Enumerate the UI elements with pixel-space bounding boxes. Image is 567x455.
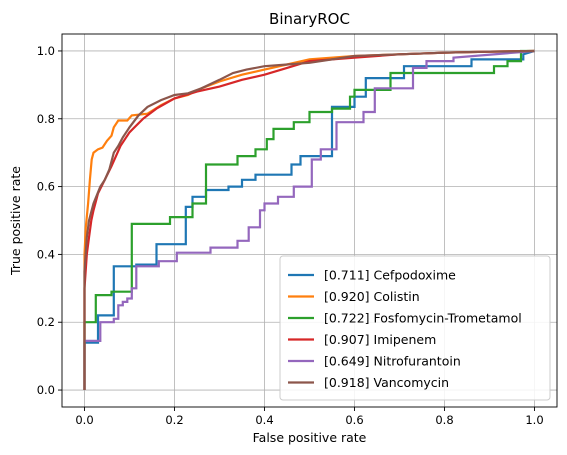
x-tick-label: 0.0 bbox=[75, 413, 93, 427]
legend-entry: [0.920] Colistin bbox=[288, 289, 420, 304]
legend-label: [0.722] Fosfomycin-Trometamol bbox=[324, 311, 522, 326]
y-axis-ticks: 0.0 0.2 0.4 0.6 0.8 1.0 bbox=[37, 44, 62, 397]
legend-label: [0.920] Colistin bbox=[324, 289, 420, 304]
series-lines bbox=[83, 49, 535, 390]
y-tick-label: 0.4 bbox=[37, 247, 55, 261]
series-line-4 bbox=[83, 49, 535, 390]
y-tick-label: 0.6 bbox=[37, 180, 55, 194]
x-tick-label: 0.8 bbox=[435, 413, 453, 427]
series-line-5 bbox=[83, 49, 535, 390]
legend: [0.711] Cefpodoxime [0.920] Colistin [0.72… bbox=[279, 255, 551, 401]
y-axis-label: True positive rate bbox=[8, 166, 23, 276]
legend-label: [0.711] Cefpodoxime bbox=[324, 268, 456, 283]
x-tick-label: 0.4 bbox=[255, 413, 273, 427]
legend-entry: [0.711] Cefpodoxime bbox=[288, 268, 456, 283]
x-tick-label: 0.6 bbox=[345, 413, 363, 427]
legend-entry: [0.649] Nitrofurantoin bbox=[288, 354, 461, 369]
x-tick-label: 0.2 bbox=[165, 413, 183, 427]
x-axis-label: False positive rate bbox=[253, 430, 367, 445]
legend-label: [0.918] Vancomycin bbox=[324, 375, 449, 390]
y-tick-label: 0.8 bbox=[37, 112, 55, 126]
series-line-2 bbox=[83, 49, 535, 390]
x-tick-label: 1.0 bbox=[525, 413, 543, 427]
x-axis-ticks: 0.0 0.2 0.4 0.6 0.8 1.0 bbox=[75, 407, 544, 427]
legend-entry: [0.918] Vancomycin bbox=[288, 375, 449, 390]
chart-title: BinaryROC bbox=[269, 10, 350, 28]
legend-label: [0.907] Imipenem bbox=[324, 332, 436, 347]
legend-label: [0.649] Nitrofurantoin bbox=[324, 354, 461, 369]
legend-box bbox=[279, 255, 551, 401]
y-tick-label: 1.0 bbox=[37, 44, 55, 58]
series-line-3 bbox=[83, 49, 535, 390]
y-tick-label: 0.2 bbox=[37, 315, 55, 329]
legend-entry: [0.907] Imipenem bbox=[288, 332, 436, 347]
plot-frame bbox=[61, 33, 558, 408]
y-tick-label: 0.0 bbox=[37, 383, 55, 397]
legend-entry: [0.722] Fosfomycin-Trometamol bbox=[288, 311, 522, 326]
